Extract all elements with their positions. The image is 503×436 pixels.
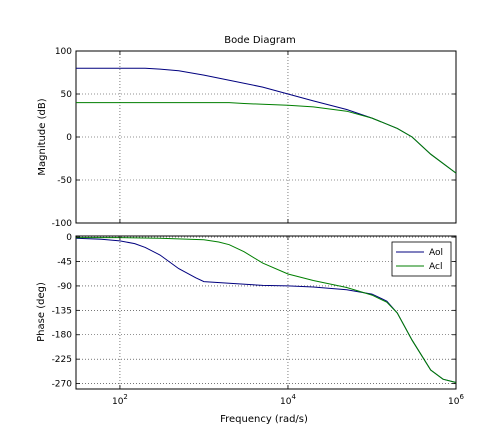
y-tick-label: -45 <box>57 258 72 268</box>
phase-y-ticks: 0 -45 -90 -135 -180 -225 -270 <box>52 233 456 390</box>
x-tick-label: 104 <box>280 393 296 407</box>
y-tick-label: 100 <box>55 47 72 57</box>
legend-label-aol: Aol <box>429 248 443 258</box>
chart-title: Bode Diagram <box>224 35 296 46</box>
y-tick-label: 0 <box>66 133 72 143</box>
y-tick-label: -225 <box>52 355 72 365</box>
magnitude-series <box>76 67 457 174</box>
x-tick-label: 102 <box>112 393 128 407</box>
legend-label-acl: Acl <box>429 262 442 272</box>
y-tick-label: 0 <box>66 233 72 243</box>
phase-grid <box>76 236 456 389</box>
y-tick-label: -50 <box>57 176 72 186</box>
y-tick-label: -135 <box>52 306 72 316</box>
phase-series <box>75 237 457 383</box>
series-line-aol-magnitude <box>76 67 457 174</box>
y-tick-label: -270 <box>52 380 73 390</box>
magnitude-grid <box>76 51 456 223</box>
y-tick-label: -100 <box>52 219 73 229</box>
y-tick-label: 50 <box>61 90 73 100</box>
phase-plot-area <box>75 235 457 390</box>
phase-x-ticks: 102 104 106 <box>112 236 464 407</box>
y-tick-label: -90 <box>57 282 72 292</box>
phase-panel: 0 -45 -90 -135 -180 -225 -270 102 104 106 Phase … <box>36 233 464 407</box>
phase-ylabel: Phase (deg) <box>36 282 47 342</box>
magnitude-y-ticks: 100 50 0 -50 -100 <box>52 47 456 229</box>
x-axis-label: Frequency (rad/s) <box>220 414 308 425</box>
legend-box <box>391 241 452 277</box>
series-line-acl-magnitude <box>76 102 457 174</box>
y-tick-label: -180 <box>52 331 73 341</box>
magnitude-panel: 100 50 0 -50 -100 Magnitude (dB) <box>37 47 457 229</box>
x-tick-label: 106 <box>448 393 464 407</box>
magnitude-ylabel: Magnitude (dB) <box>37 98 48 175</box>
series-line-acl-phase <box>76 237 457 383</box>
magnitude-x-tickmarks <box>119 51 457 223</box>
legend: Aol Acl <box>391 241 452 277</box>
